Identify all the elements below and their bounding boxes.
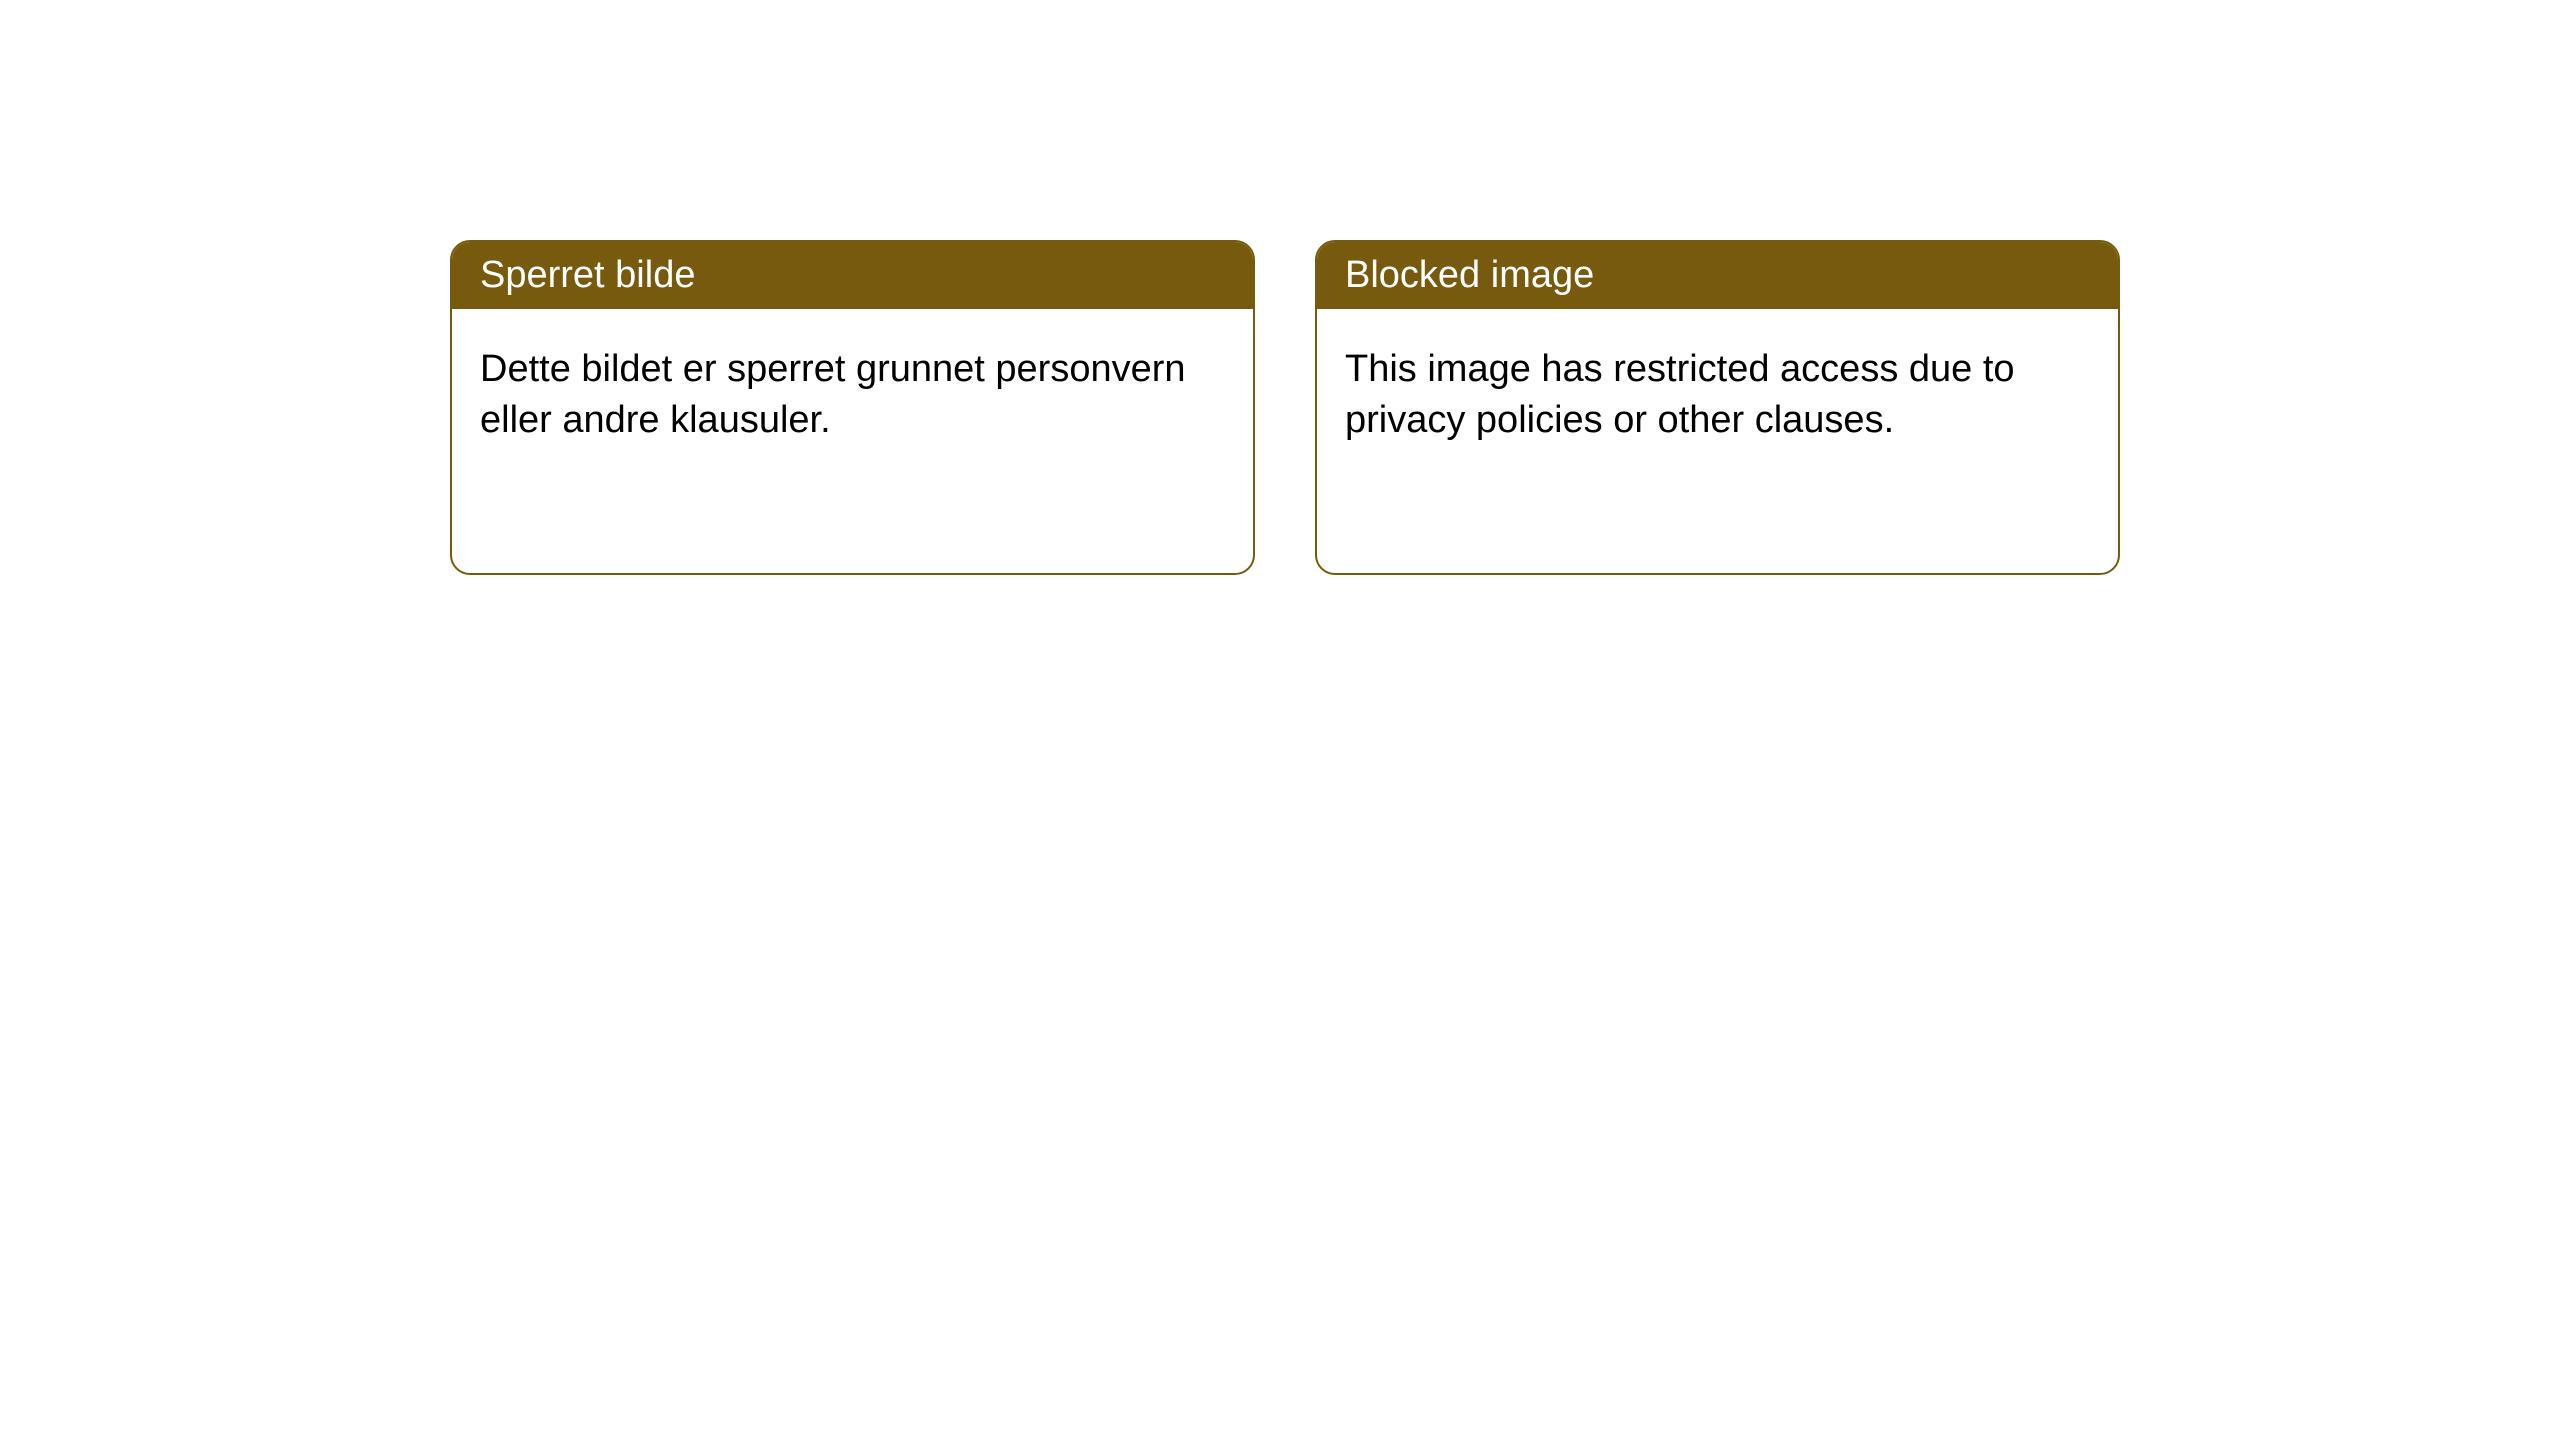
notice-body: Dette bildet er sperret grunnet personve…: [452, 309, 1253, 482]
notice-header: Sperret bilde: [452, 242, 1253, 309]
notice-body-text: This image has restricted access due to …: [1345, 348, 2015, 441]
notice-title: Sperret bilde: [480, 254, 695, 296]
notice-card-norwegian: Sperret bilde Dette bildet er sperret gr…: [450, 240, 1255, 575]
notice-title: Blocked image: [1345, 254, 1594, 296]
notice-header: Blocked image: [1317, 242, 2118, 309]
notice-card-english: Blocked image This image has restricted …: [1315, 240, 2120, 575]
notice-container: Sperret bilde Dette bildet er sperret gr…: [0, 0, 2560, 575]
notice-body-text: Dette bildet er sperret grunnet personve…: [480, 348, 1186, 441]
notice-body: This image has restricted access due to …: [1317, 309, 2118, 482]
